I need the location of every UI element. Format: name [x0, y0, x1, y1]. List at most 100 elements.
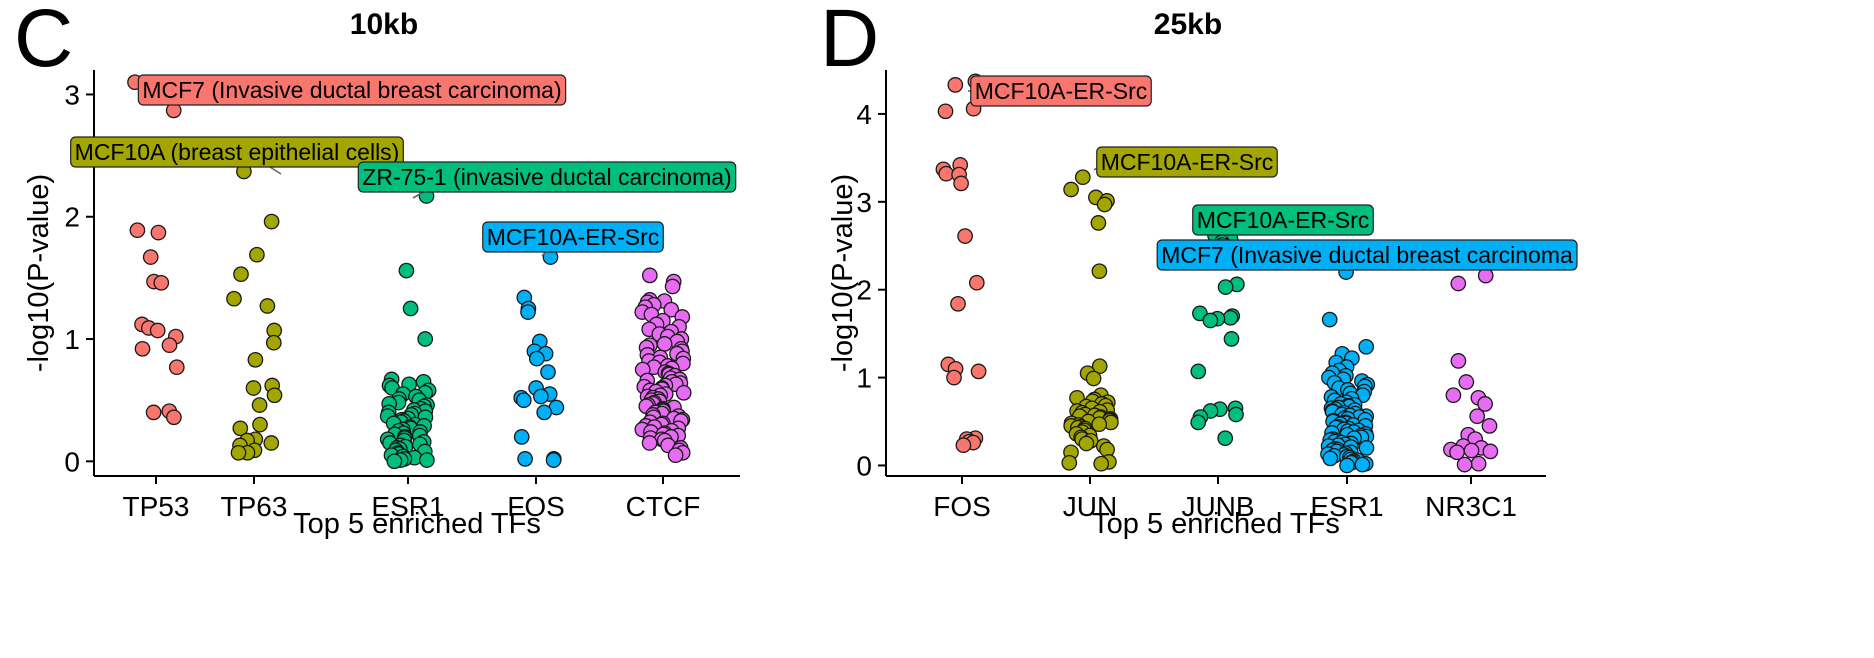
data-point: [168, 359, 185, 376]
x-tick-label: JUNB: [1181, 491, 1254, 522]
annotation-label: MCF10A-ER-Src: [975, 78, 1148, 104]
data-point: [540, 364, 556, 380]
annotation-label: MCF7 (Invasive ductal breast carcinoma: [1161, 242, 1573, 268]
y-tick-label: 3: [64, 79, 80, 110]
y-tick-label: 1: [856, 363, 872, 394]
data-point: [134, 340, 151, 357]
x-tick-label: FOS: [507, 491, 565, 522]
data-point: [1090, 215, 1107, 231]
x-axis-title: Top 5 enriched TFs: [293, 508, 541, 540]
data-point: [1354, 456, 1371, 473]
panel-letter: C: [14, 0, 73, 84]
data-point: [968, 274, 985, 291]
annotation-box: [357, 161, 737, 193]
annotation-label: MCF10A-ER-Src: [487, 224, 660, 250]
data-point: [150, 224, 167, 241]
data-point: [950, 295, 966, 312]
data-point: [265, 334, 282, 351]
data-point: [1470, 455, 1487, 472]
annotation-label: MCF10A-ER-Src: [1197, 207, 1370, 233]
data-point: [1223, 331, 1240, 347]
annotation-label: MCF7 (Invasive ductal breast carcinoma): [142, 77, 561, 103]
data-point: [1190, 363, 1207, 380]
annotation-box: [970, 75, 1152, 107]
data-point: [252, 416, 268, 433]
y-tick-label: 2: [856, 275, 872, 306]
data-point: [1358, 440, 1375, 456]
data-point: [1456, 456, 1473, 473]
annotation-label: MCF10A (breast epithelial cells): [75, 139, 400, 165]
data-point: [953, 175, 969, 192]
data-point: [1321, 311, 1338, 328]
data-point: [247, 351, 264, 368]
annotation-box: [482, 221, 664, 253]
data-point: [402, 300, 419, 317]
data-point: [251, 397, 268, 413]
data-point: [1085, 370, 1102, 387]
data-point: [545, 452, 562, 468]
data-point: [1458, 374, 1475, 390]
y-axis-title: -log10(P-value): [23, 174, 55, 372]
annotation-box: [137, 74, 567, 106]
data-point: [1228, 406, 1244, 423]
data-point: [1450, 275, 1467, 292]
x-tick-label: CTCF: [626, 491, 701, 522]
data-point: [946, 369, 962, 386]
data-point: [386, 453, 403, 470]
data-point: [656, 336, 673, 352]
data-point: [533, 388, 549, 405]
data-point: [1091, 358, 1108, 375]
data-point: [938, 165, 955, 182]
data-point: [957, 228, 973, 244]
data-point: [970, 363, 987, 380]
annotation-label: ZR-75-1 (invasive ductal carcinoma): [362, 164, 731, 190]
y-tick-label: 3: [856, 187, 872, 218]
data-point: [232, 420, 249, 437]
data-point: [1091, 416, 1108, 433]
annotation-box: [70, 136, 404, 168]
data-point: [1322, 450, 1339, 467]
y-tick-label: 1: [64, 324, 80, 355]
data-point: [263, 435, 280, 451]
data-point: [1061, 454, 1078, 471]
data-point: [1096, 196, 1113, 213]
data-point: [517, 451, 533, 467]
annotation-box: [1096, 146, 1278, 178]
data-point: [1093, 455, 1110, 472]
data-point: [249, 246, 265, 263]
x-tick-label: NR3C1: [1425, 491, 1517, 522]
data-point: [947, 77, 964, 93]
x-tick-label: TP53: [123, 491, 190, 522]
data-point: [1450, 353, 1467, 369]
x-tick-label: ESR1: [371, 491, 444, 522]
data-point: [1217, 279, 1234, 295]
data-point: [663, 301, 680, 318]
data-point: [1091, 263, 1108, 280]
y-axis-title: -log10(P-value): [827, 174, 859, 372]
data-point: [1339, 457, 1355, 474]
x-tick-label: ESR1: [1310, 491, 1383, 522]
annotation-box: [1192, 204, 1374, 236]
y-tick-label: 0: [64, 446, 80, 477]
data-point: [1190, 414, 1207, 431]
annotation-label: MCF10A-ER-Src: [1101, 149, 1274, 175]
data-point: [419, 452, 435, 468]
data-point: [1445, 387, 1462, 404]
chart-title: 10kb: [350, 8, 418, 41]
data-point: [515, 392, 532, 409]
data-point: [955, 437, 972, 454]
data-point: [142, 249, 159, 265]
chart-title: 25kb: [1154, 8, 1222, 41]
data-point: [528, 350, 545, 367]
data-point: [1481, 418, 1498, 434]
data-point: [263, 213, 280, 230]
data-point: [641, 435, 658, 451]
data-point: [1074, 169, 1091, 186]
x-axis-title: Top 5 enriched TFs: [1092, 508, 1340, 540]
data-point: [226, 290, 242, 307]
data-point: [641, 267, 658, 284]
data-point: [1477, 396, 1493, 412]
data-point: [153, 274, 170, 291]
data-point: [675, 384, 692, 401]
y-tick-label: 0: [856, 450, 872, 481]
